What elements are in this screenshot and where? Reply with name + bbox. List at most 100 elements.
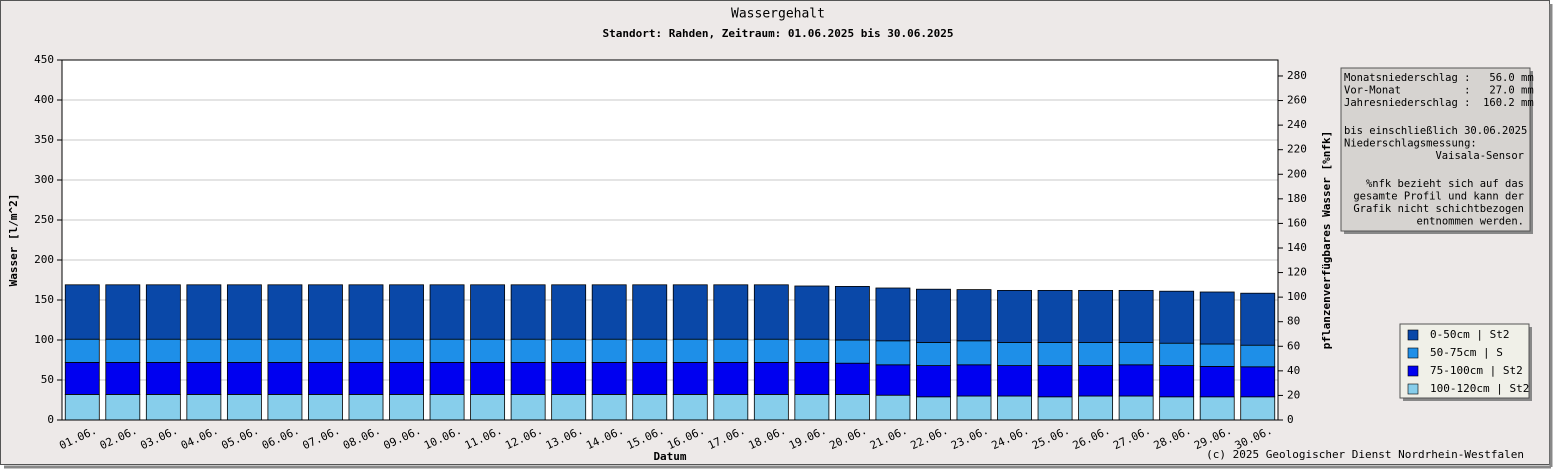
info-note: gesamte Profil und kann der xyxy=(1353,191,1524,203)
bar-segment xyxy=(348,284,384,340)
y2-tick-label: 280 xyxy=(1287,69,1307,82)
bar-segment xyxy=(875,287,911,342)
bar-segment xyxy=(1078,395,1114,421)
legend-swatch xyxy=(1407,383,1419,395)
bar-segment xyxy=(64,361,100,395)
bar-segment xyxy=(1118,341,1154,366)
y2-tick-label: 160 xyxy=(1287,216,1307,229)
bar-segment xyxy=(997,365,1032,397)
bar-segment xyxy=(753,393,789,421)
legend-swatch xyxy=(1407,329,1419,341)
bar-segment xyxy=(551,393,587,421)
bar-segment xyxy=(429,393,465,421)
bar-segment xyxy=(267,284,303,340)
bar-segment xyxy=(1199,396,1235,421)
bar-segment xyxy=(834,339,870,364)
bar-segment xyxy=(1159,290,1195,344)
bar-segment xyxy=(794,338,830,363)
bar-segment xyxy=(1199,343,1235,367)
bar-segment xyxy=(1159,396,1195,421)
bar-segment xyxy=(1037,289,1073,343)
y2-tick-label: 0 xyxy=(1287,413,1294,426)
bar-segment xyxy=(267,361,303,395)
y-tick-label: 0 xyxy=(47,413,54,426)
y2-tick-label: 140 xyxy=(1287,241,1307,254)
plot-area xyxy=(62,60,1278,420)
bar-segment xyxy=(389,284,424,340)
bar-segment xyxy=(753,338,789,363)
bar-segment xyxy=(916,288,951,343)
y2-tick-label: 120 xyxy=(1287,266,1307,279)
bar-segment xyxy=(956,289,992,342)
legend-swatch xyxy=(1407,365,1419,377)
y2-tick-label: 20 xyxy=(1287,388,1300,401)
bar-segment xyxy=(1037,396,1073,421)
bar-segment xyxy=(916,396,951,421)
bar-segment xyxy=(1078,365,1114,397)
bar-segment xyxy=(64,393,100,421)
bar-segment xyxy=(145,361,181,395)
bar-segment xyxy=(510,393,546,421)
bar-segment xyxy=(348,361,384,395)
bar-segment xyxy=(105,284,141,340)
bar-segment xyxy=(834,285,870,341)
bar-segment xyxy=(429,338,465,363)
bar-segment xyxy=(64,338,100,363)
bar-segment xyxy=(1118,395,1154,421)
bar-segment xyxy=(470,361,506,395)
bar-segment xyxy=(429,284,465,340)
bar-segment xyxy=(1118,364,1154,397)
bar-segment xyxy=(348,338,384,363)
bar-segment xyxy=(1240,396,1276,421)
bar-segment xyxy=(875,394,911,421)
bar-segment xyxy=(632,338,668,363)
bar-segment xyxy=(551,284,587,340)
bar-segment xyxy=(1199,291,1235,345)
y2-tick-label: 60 xyxy=(1287,339,1300,352)
bar-segment xyxy=(997,395,1032,421)
y2-tick-label: 100 xyxy=(1287,290,1307,303)
bar-segment xyxy=(997,289,1032,343)
bar-segment xyxy=(916,341,951,366)
bar-segment xyxy=(1078,341,1114,366)
x-axis-title: Datum xyxy=(653,450,686,463)
y2-tick-label: 260 xyxy=(1287,94,1307,107)
bar-segment xyxy=(591,338,627,363)
info-note: %nfk bezieht sich auf das xyxy=(1366,178,1524,190)
info-stat: Jahresniederschlag : 160.2 mm xyxy=(1344,97,1534,109)
info-stat: Vor-Monat : 27.0 mm xyxy=(1344,85,1534,97)
bar-segment xyxy=(145,338,181,363)
bar-segment xyxy=(470,393,506,421)
bar-segment xyxy=(672,393,708,421)
y-tick-label: 200 xyxy=(34,253,54,266)
bar-segment xyxy=(1037,341,1073,366)
bar-segment xyxy=(916,365,951,398)
bar-segment xyxy=(551,338,587,363)
y2-tick-label: 180 xyxy=(1287,192,1307,205)
bar-segment xyxy=(1118,289,1154,343)
info-stat: Monatsniederschlag : 56.0 mm xyxy=(1344,72,1534,84)
bar-segment xyxy=(997,341,1032,366)
chart-subtitle: Standort: Rahden, Zeitraum: 01.06.2025 b… xyxy=(603,27,954,40)
bar-segment xyxy=(226,284,262,340)
legend-box xyxy=(1399,323,1530,399)
bar-segment xyxy=(267,338,303,363)
bar-segment xyxy=(105,393,141,421)
bar-segment xyxy=(348,393,384,421)
bar-segment xyxy=(713,393,749,421)
y-tick-label: 350 xyxy=(34,133,54,146)
bar-segment xyxy=(956,395,992,421)
bar-segment xyxy=(226,338,262,363)
bar-segment xyxy=(1240,292,1276,346)
bar-segment xyxy=(186,338,222,363)
bar-segment xyxy=(794,393,830,421)
legend-swatch xyxy=(1407,347,1419,359)
bar-segment xyxy=(1199,365,1235,398)
bar-segment xyxy=(1240,344,1276,368)
plot-border xyxy=(61,59,1279,421)
legend-label: 50-75cm | S xyxy=(1430,346,1503,359)
info-box xyxy=(1340,67,1531,232)
info-period: Niederschlagsmessung: xyxy=(1344,138,1477,150)
bar-segment xyxy=(834,393,870,421)
